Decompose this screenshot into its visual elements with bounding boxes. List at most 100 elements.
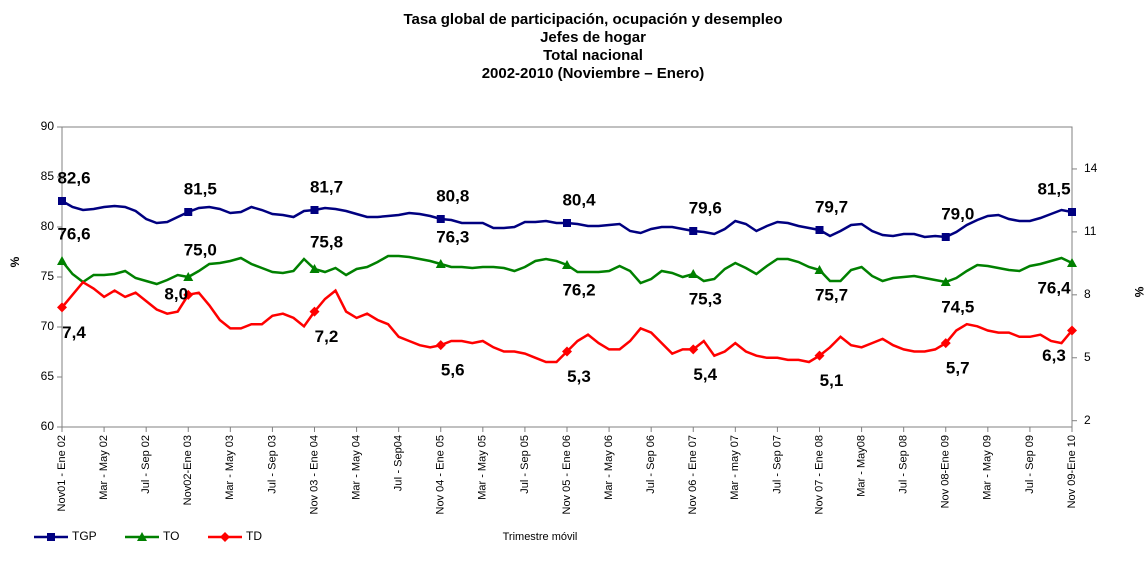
marker bbox=[689, 227, 698, 235]
marker bbox=[1068, 208, 1076, 216]
y-tick-label: 75 bbox=[41, 269, 55, 283]
data-label: 5,1 bbox=[820, 371, 844, 390]
y-tick-label: 60 bbox=[41, 419, 55, 433]
legend-label: TO bbox=[163, 529, 179, 543]
y2-axis-label: % bbox=[1132, 287, 1145, 298]
data-label: 79,7 bbox=[815, 197, 848, 216]
chart-title: 2002-2010 (Noviembre – Enero) bbox=[482, 65, 705, 82]
data-label: 80,8 bbox=[436, 186, 469, 205]
x-tick-label: Nov02-Ene 03 bbox=[182, 435, 194, 505]
data-label: 79,0 bbox=[941, 204, 974, 223]
x-tick-label: Nov 06 - Ene 07 bbox=[687, 435, 699, 515]
data-label: 5,7 bbox=[946, 359, 970, 378]
x-tick-label: Jul - Sep 07 bbox=[771, 435, 783, 494]
marker bbox=[309, 264, 320, 273]
marker bbox=[940, 277, 951, 286]
marker bbox=[183, 289, 194, 300]
x-tick-label: Jul - Sep 09 bbox=[1024, 435, 1036, 494]
marker bbox=[688, 344, 699, 355]
x-tick-label: Mar - May 06 bbox=[603, 435, 615, 500]
data-label: 76,6 bbox=[57, 224, 90, 243]
data-label: 5,3 bbox=[567, 367, 591, 386]
marker bbox=[435, 259, 446, 268]
y-tick-label: 65 bbox=[41, 369, 55, 383]
x-tick-label: Nov 03 - Ene 04 bbox=[308, 435, 320, 515]
x-tick-label: Mar - May 09 bbox=[982, 435, 994, 500]
x-tick-label: JuI - Sep04 bbox=[393, 435, 405, 491]
y-tick-label: 85 bbox=[41, 169, 55, 183]
data-label: 76,3 bbox=[436, 227, 469, 246]
x-tick-label: Nov01 - Ene 02 bbox=[56, 435, 68, 511]
x-tick-label: Nov 08-Ene 09 bbox=[940, 435, 952, 508]
data-label: 75,0 bbox=[184, 240, 217, 259]
data-label: 7,2 bbox=[315, 327, 339, 346]
data-label: 6,3 bbox=[1042, 346, 1066, 365]
marker bbox=[435, 340, 446, 351]
chart-title: Jefes de hogar bbox=[540, 29, 646, 46]
legend-marker bbox=[220, 532, 230, 542]
marker bbox=[183, 272, 194, 281]
x-axis-label: Trimestre móvil bbox=[503, 531, 578, 543]
data-label: 76,4 bbox=[1037, 278, 1071, 297]
marker bbox=[57, 256, 67, 265]
legend-label: TGP bbox=[72, 529, 97, 543]
marker bbox=[58, 197, 66, 205]
x-tick-label: Mar - may 07 bbox=[729, 435, 741, 500]
chart-title: Total nacional bbox=[543, 47, 643, 64]
marker bbox=[310, 206, 319, 214]
marker bbox=[814, 350, 825, 361]
data-label: 74,5 bbox=[941, 297, 974, 316]
x-tick-label: Nov 09-Ene 10 bbox=[1066, 435, 1078, 508]
x-tick-label: Mar - May 03 bbox=[224, 435, 236, 500]
marker bbox=[814, 265, 825, 274]
marker bbox=[941, 233, 950, 241]
legend-marker bbox=[47, 533, 55, 541]
legend-label: TD bbox=[246, 529, 262, 543]
y-tick-label: 80 bbox=[41, 219, 55, 233]
y-tick-label: 90 bbox=[41, 119, 55, 133]
x-tick-label: Nov 04 - Ene 05 bbox=[435, 435, 447, 515]
data-label: 75,7 bbox=[815, 285, 848, 304]
marker bbox=[562, 260, 572, 269]
marker bbox=[815, 226, 824, 234]
marker bbox=[562, 346, 572, 357]
data-label: 75,3 bbox=[689, 289, 722, 308]
x-tick-label: Nov 07 - Ene 08 bbox=[813, 435, 825, 515]
x-tick-label: Jul - Sep 03 bbox=[266, 435, 278, 494]
data-label: 7,4 bbox=[62, 323, 86, 342]
data-label: 79,6 bbox=[689, 198, 722, 217]
marker bbox=[184, 208, 193, 216]
data-label: 8,0 bbox=[164, 284, 188, 303]
data-label: 82,6 bbox=[57, 168, 90, 187]
data-label: 76,2 bbox=[562, 280, 595, 299]
x-tick-label: Mar - May 04 bbox=[350, 435, 362, 500]
x-tick-label: Jul - Sep 05 bbox=[519, 435, 531, 494]
x-tick-label: Jul - Sep 06 bbox=[645, 435, 657, 494]
x-tick-label: Nov 05 - Ene 06 bbox=[561, 435, 573, 515]
marker bbox=[436, 215, 445, 223]
marker bbox=[57, 302, 67, 313]
legend-marker bbox=[137, 532, 147, 541]
data-label: 81,5 bbox=[1037, 179, 1070, 198]
marker bbox=[1067, 258, 1077, 267]
y2-tick-label: 14 bbox=[1084, 161, 1098, 175]
data-label: 81,5 bbox=[184, 179, 217, 198]
y2-tick-label: 8 bbox=[1084, 287, 1091, 301]
x-tick-label: Mar - May 05 bbox=[477, 435, 489, 500]
y2-tick-label: 11 bbox=[1084, 224, 1097, 238]
data-label: 5,4 bbox=[693, 365, 717, 384]
y2-tick-label: 5 bbox=[1084, 350, 1091, 364]
y-axis-label: % bbox=[8, 256, 22, 267]
data-label: 80,4 bbox=[562, 190, 596, 209]
x-tick-label: Mar - May08 bbox=[855, 435, 867, 497]
x-tick-label: Mar - May 02 bbox=[98, 435, 110, 500]
chart-title: Tasa global de participación, ocupación … bbox=[404, 11, 783, 28]
marker bbox=[309, 306, 320, 317]
data-label: 81,7 bbox=[310, 177, 343, 196]
marker bbox=[940, 338, 951, 349]
x-tick-label: Jul - Sep 08 bbox=[898, 435, 910, 494]
y-tick-label: 70 bbox=[41, 319, 55, 333]
x-tick-label: Jul - Sep 02 bbox=[140, 435, 152, 494]
marker bbox=[688, 269, 699, 278]
